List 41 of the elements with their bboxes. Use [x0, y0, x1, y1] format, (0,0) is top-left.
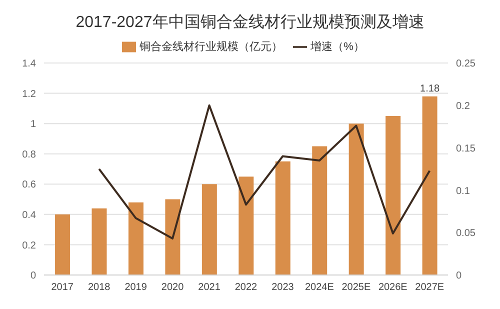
- x-tick-label: 2018: [88, 282, 111, 294]
- y2-tick-label: 0.1: [456, 186, 470, 197]
- bar: [275, 161, 290, 275]
- y2-tick-label: 0.25: [456, 58, 476, 70]
- y-tick-label: 0.8: [22, 149, 36, 160]
- y-tick-label: 0.6: [22, 180, 36, 191]
- bar: [422, 96, 438, 275]
- y-tick-label: 1: [30, 119, 36, 130]
- y2-tick-label: 0.05: [456, 228, 476, 240]
- x-tick-label: 2021: [198, 282, 221, 294]
- y-tick-label: 0.4: [22, 210, 36, 221]
- bar: [238, 176, 254, 275]
- x-tick-label: 2024E: [304, 282, 334, 294]
- y2-tick-label: 0.2: [456, 100, 470, 112]
- y2-tick-label: 0.15: [456, 143, 476, 154]
- y-tick-label: 0.2: [22, 240, 36, 252]
- legend-label: 增速（%）: [310, 41, 364, 53]
- bar: [312, 146, 328, 275]
- y-tick-label: 1.2: [22, 88, 36, 100]
- legend-label: 铜合金线材行业规模（亿元）: [140, 41, 283, 53]
- bar: [202, 184, 217, 275]
- y2-tick-label: 0: [456, 270, 462, 282]
- bar: [165, 199, 180, 275]
- chart-title: 2017-2027年中国铜合金线材行业规模预测及增速: [74, 12, 426, 33]
- x-tick-label: 2017: [51, 282, 74, 294]
- line-series: [98, 104, 431, 240]
- data-label: 1.18: [420, 83, 440, 94]
- x-tick-label: 2026E: [378, 282, 408, 294]
- x-tick-label: 2020: [161, 282, 184, 294]
- y-tick-label: 1.4: [22, 58, 36, 70]
- bar: [92, 208, 107, 275]
- bar: [348, 124, 364, 275]
- x-tick-label: 2019: [124, 282, 148, 294]
- x-tick-label: 2025E: [342, 282, 371, 294]
- y-tick-label: 0: [30, 270, 36, 282]
- x-tick-label: 2027E: [415, 282, 444, 294]
- bar: [386, 116, 401, 275]
- bar: [55, 214, 70, 275]
- x-tick-label: 2022: [234, 282, 258, 294]
- bar: [128, 202, 144, 275]
- x-tick-label: 2023: [272, 282, 294, 294]
